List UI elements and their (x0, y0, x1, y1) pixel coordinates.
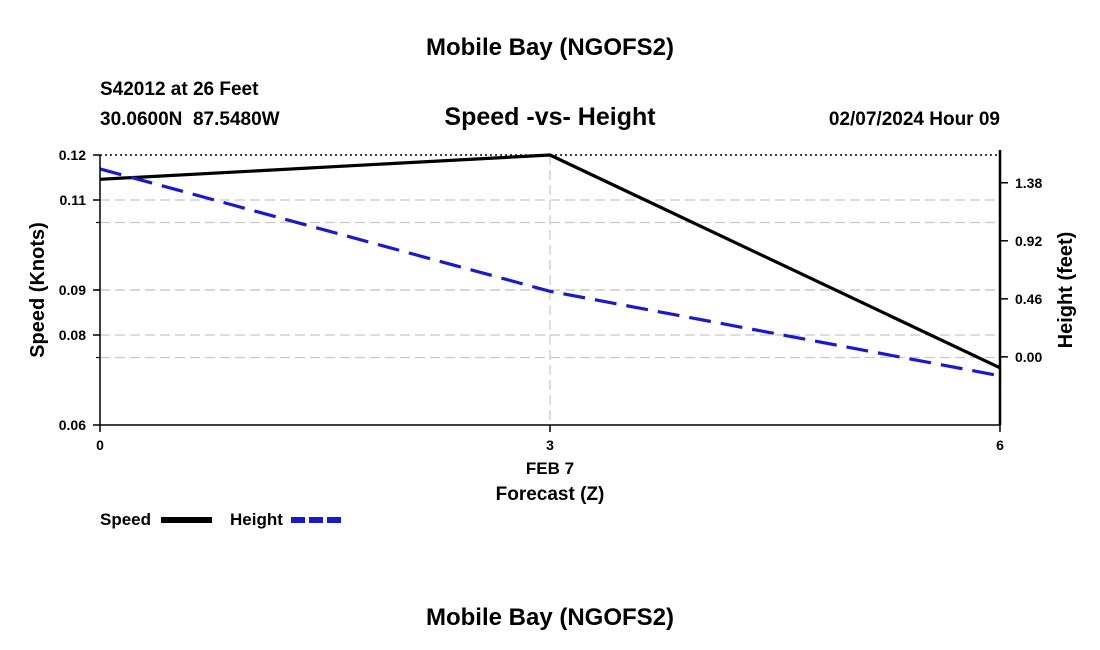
x-tick-label-0: 0 (96, 437, 104, 453)
right-tick-label-2: 0.46 (1015, 291, 1042, 307)
left-axis-label: Speed (Knots) (27, 222, 49, 358)
left-tick-label-4: 0.12 (59, 147, 86, 163)
right-tick-label-3: 0.00 (1015, 349, 1042, 365)
legend-height-label: Height (230, 510, 283, 529)
axes (93, 150, 1008, 432)
x-date-label: FEB 7 (526, 459, 574, 478)
x-axis-label: Forecast (Z) (496, 484, 605, 505)
legend-speed-label: Speed (100, 510, 151, 529)
station-label: S42012 at 26 Feet (100, 79, 259, 100)
series-line-speed (99, 153, 1001, 370)
tick-labels: 0.06 0.08 0.09 0.11 0.12 1.38 0.92 0.46 0.00 0 3 6 (59, 147, 1043, 453)
right-tick-label-0: 1.38 (1015, 175, 1042, 191)
left-tick-label-1: 0.08 (59, 327, 86, 343)
coordinates-label: 30.0600N 87.5480W (100, 109, 280, 130)
page-title: Mobile Bay (NGOFS2) (426, 34, 674, 61)
legend: Speed Height (100, 510, 342, 529)
series-layer (99, 153, 1001, 378)
right-tick-label-1: 0.92 (1015, 233, 1042, 249)
timestamp-label: 02/07/2024 Hour 09 (829, 109, 1000, 130)
left-tick-label-3: 0.11 (60, 192, 87, 208)
right-axis-label: Height (feet) (1055, 232, 1077, 349)
x-tick-label-2: 6 (996, 437, 1004, 453)
left-tick-label-0: 0.06 (59, 417, 86, 433)
left-tick-label-2: 0.09 (59, 282, 86, 298)
footer-title: Mobile Bay (NGOFS2) (426, 604, 674, 631)
series-line-height (99, 167, 1001, 378)
chart-title: Speed -vs- Height (444, 103, 656, 131)
x-tick-label-1: 3 (546, 437, 554, 453)
